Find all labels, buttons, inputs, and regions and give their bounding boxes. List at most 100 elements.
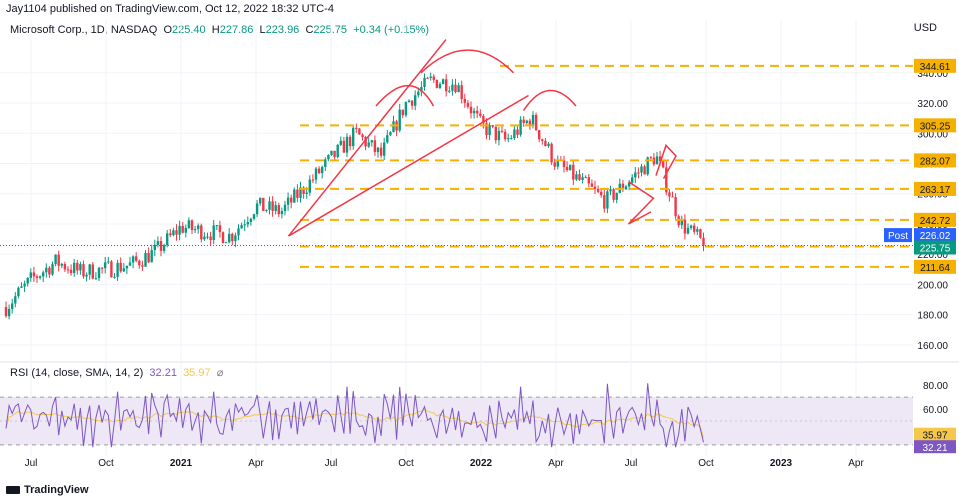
candle-body xyxy=(702,237,705,246)
candle-body xyxy=(658,156,662,162)
rsi-value: 32.21 xyxy=(922,443,947,454)
tradingview-logo-icon xyxy=(6,486,20,494)
candle-body xyxy=(683,219,687,234)
candle-body xyxy=(317,168,321,174)
shoulder-arc xyxy=(522,89,577,111)
candle-body xyxy=(593,186,597,189)
candle-body xyxy=(364,137,367,147)
candle-body xyxy=(519,119,522,135)
low-value: 223.96 xyxy=(265,24,300,36)
rsi-legend: RSI (14, close, SMA, 14, 2) 32.21 35.97 … xyxy=(10,366,223,379)
candle-body xyxy=(308,179,311,193)
candle-body xyxy=(324,159,327,167)
candle-body xyxy=(689,225,693,228)
candle-body xyxy=(485,123,488,136)
candle-body xyxy=(578,174,581,180)
candle-body xyxy=(454,84,457,93)
candle-body xyxy=(389,132,392,136)
eye-icon[interactable]: ⌀ xyxy=(216,367,224,379)
candle-body xyxy=(147,252,150,263)
candle-body xyxy=(131,256,135,263)
candle-body xyxy=(525,120,528,123)
trend-line xyxy=(287,39,447,237)
candle-body xyxy=(94,278,98,280)
y-tick-label: 160.00 xyxy=(917,341,948,352)
last-price-label: 225.75 xyxy=(920,243,951,254)
candle-body xyxy=(410,100,414,106)
candle-body xyxy=(293,189,296,203)
candle-body xyxy=(237,228,240,236)
open-label: O xyxy=(163,24,173,36)
post-price-tag xyxy=(914,228,956,243)
candle-body xyxy=(243,224,246,226)
candle-body xyxy=(14,296,17,304)
candle-body xyxy=(596,188,600,192)
trend-line xyxy=(288,94,529,237)
symbol-title: Microsoft Corp., 1D, NASDAQ xyxy=(10,24,158,36)
candle-body xyxy=(581,177,584,180)
candle-body xyxy=(469,106,473,114)
candle-body xyxy=(627,182,631,187)
x-tick-label: Apr xyxy=(548,458,564,469)
candle-body xyxy=(51,264,54,275)
level-price-label: 282.07 xyxy=(920,156,951,167)
candle-body xyxy=(119,262,122,272)
candle-body xyxy=(305,192,308,194)
candle-body xyxy=(615,192,618,200)
candle-body xyxy=(491,125,494,127)
candle-body xyxy=(187,220,191,228)
candle-body xyxy=(522,119,525,123)
candle-body xyxy=(621,183,625,190)
candle-body xyxy=(29,272,32,278)
candle-body xyxy=(88,264,91,275)
candle-body xyxy=(600,191,603,196)
shoulder-arc xyxy=(375,84,435,107)
candle-body xyxy=(262,197,265,211)
x-tick-label: 2023 xyxy=(770,458,793,469)
candle-body xyxy=(569,164,572,171)
candle-body xyxy=(457,85,460,93)
rsi-line xyxy=(5,383,704,448)
wedge-pattern xyxy=(627,181,655,225)
candle-body xyxy=(17,287,20,297)
candle-body xyxy=(69,269,73,273)
candle-body xyxy=(541,139,544,141)
candle-body xyxy=(166,233,169,246)
candle-body xyxy=(352,127,355,147)
candle-body xyxy=(4,307,8,317)
candle-body xyxy=(138,260,141,266)
candle-body xyxy=(215,225,218,227)
y-tick-label: 300.00 xyxy=(917,129,948,140)
x-tick-label: Oct xyxy=(398,458,414,469)
candle-body xyxy=(550,143,553,163)
x-tick-label: Oct xyxy=(98,458,114,469)
level-price-tag xyxy=(914,118,956,133)
candle-body xyxy=(209,236,212,241)
candle-body xyxy=(414,95,417,106)
candle-body xyxy=(342,140,346,153)
x-tick-label: Apr xyxy=(248,458,264,469)
candle-body xyxy=(246,222,249,225)
candle-body xyxy=(277,205,280,215)
last-price-tag xyxy=(914,240,956,255)
level-price-label: 211.64 xyxy=(920,263,950,274)
candle-body xyxy=(63,263,67,270)
candle-body xyxy=(231,233,234,242)
candle-body xyxy=(54,254,57,265)
post-label: Post xyxy=(888,231,908,242)
candle-body xyxy=(197,225,200,230)
level-price-tag xyxy=(914,259,956,274)
rsi-tag xyxy=(914,440,956,454)
candle-body xyxy=(417,91,420,96)
x-tick-label: 2022 xyxy=(470,458,493,469)
candle-body xyxy=(662,161,665,168)
candle-body xyxy=(128,262,132,266)
candle-body xyxy=(299,187,302,198)
candle-body xyxy=(259,197,262,204)
candle-body xyxy=(255,203,259,215)
candle-body xyxy=(448,90,451,92)
level-price-tag xyxy=(914,212,956,227)
candle-body xyxy=(113,276,116,278)
candle-body xyxy=(181,225,184,233)
